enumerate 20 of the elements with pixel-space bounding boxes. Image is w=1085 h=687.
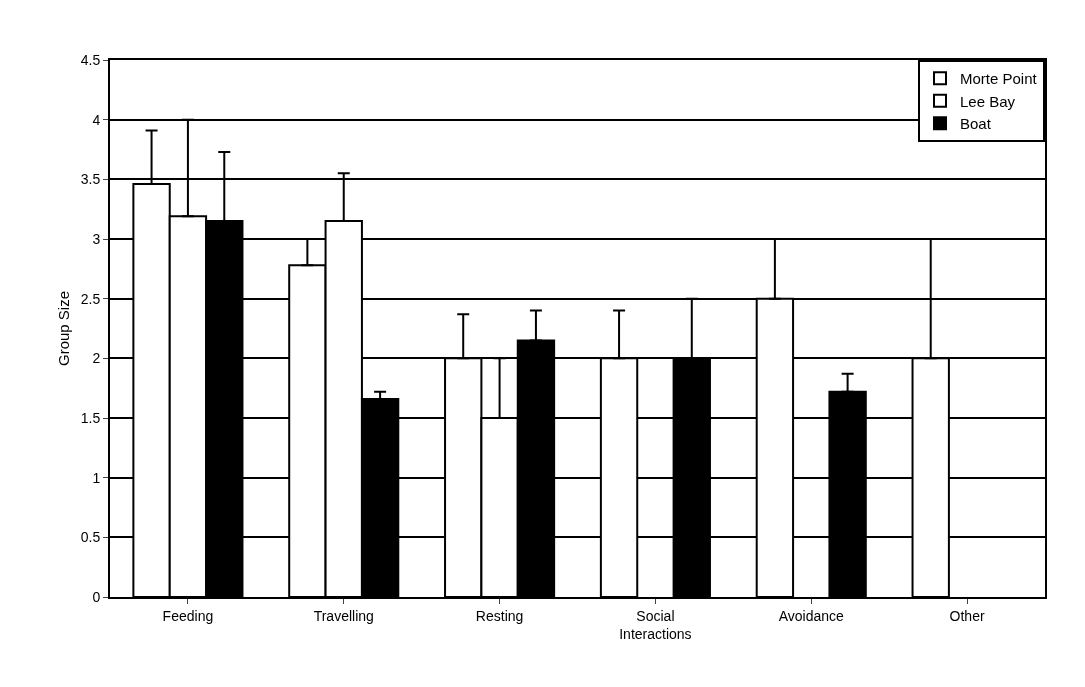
x-tick-label: Travelling: [313, 607, 374, 624]
y-tick-label: 2.5: [80, 290, 101, 307]
legend-label: Boat: [960, 115, 992, 133]
x-tick-label: Feeding: [162, 607, 214, 624]
legend-label: Lee Bay: [960, 92, 1016, 110]
y-tick-label: 0.5: [80, 529, 101, 546]
y-tick-label: 3.5: [80, 171, 101, 188]
x-tick-label: Avoidance: [778, 607, 845, 624]
x-tick-label: Other: [949, 607, 985, 624]
y-tick-label: 4.5: [80, 51, 101, 68]
y-tick-label: 1.5: [80, 409, 101, 426]
y-tick-label: 3: [92, 230, 101, 247]
y-axis-title: Group Size: [55, 290, 72, 367]
y-tick-label: 4: [92, 111, 101, 128]
x-tick-label: Social Interactions: [619, 607, 692, 642]
legend-label: Morte Point: [960, 70, 1038, 88]
y-tick-label: 2: [92, 350, 101, 367]
y-tick-label: 1: [92, 469, 101, 486]
x-tick-label: Resting: [475, 607, 524, 624]
y-tick-label: 0: [92, 588, 101, 605]
